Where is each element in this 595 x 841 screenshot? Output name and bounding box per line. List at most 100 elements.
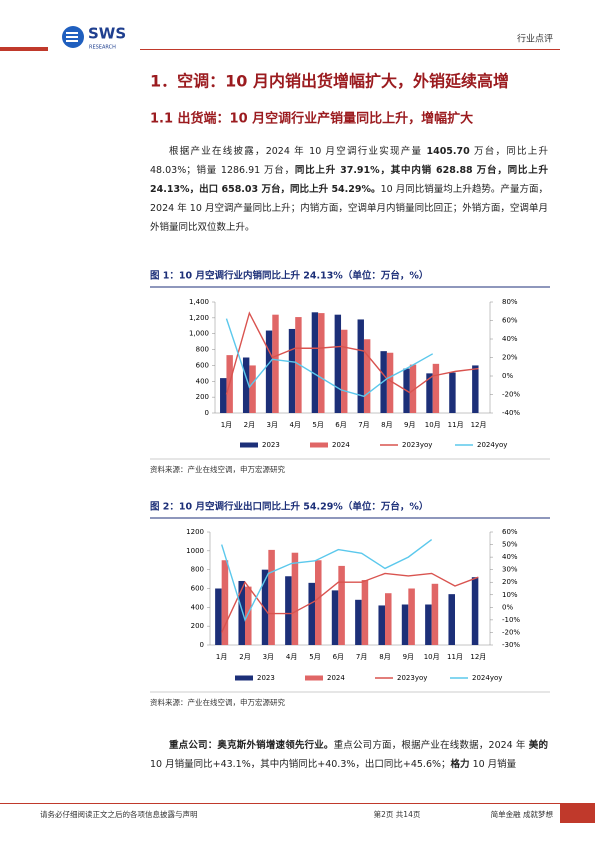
text-run: 10 月同比销量均上升趋势。产量方面，2024 年 10 月空调产量同比上升；内… (150, 184, 549, 233)
x-tick-label: 8月 (379, 653, 390, 661)
bar (308, 582, 315, 645)
legend-label: 2023 (257, 674, 275, 682)
x-tick-label: 8月 (381, 421, 392, 429)
bar (331, 590, 339, 645)
text-run: 重点公司方面，根据产业在线数据，2024 年 (333, 740, 529, 751)
text-run: 10 月销量同比+43.1%，其中内销同比+40.3%，出口同比+45.6%； (150, 759, 451, 770)
bar (215, 588, 222, 645)
line (225, 318, 434, 398)
y-tick-label: 400 (196, 377, 209, 385)
x-tick-label: 12月 (470, 653, 486, 661)
text-run: 万台，同比上升 48.03%；销量 1286.91 万台， (150, 146, 548, 176)
y-tick-label: 200 (196, 393, 209, 401)
text-run: 10 月销量 (469, 759, 517, 770)
bar (357, 319, 364, 413)
y2-tick-label: -20% (502, 628, 520, 636)
bar (426, 373, 433, 413)
bar (238, 580, 245, 645)
bar (471, 577, 479, 645)
x-tick-label: 5月 (309, 653, 320, 661)
bar (425, 604, 432, 645)
y-tick-label: 600 (191, 585, 204, 593)
text-run: 根据产业在线披露，2024 年 10 月空调行业实现产量 (169, 146, 427, 157)
bar (268, 549, 275, 645)
line (221, 572, 479, 633)
text-run: 重点公司：奥克斯外销增速领先行业。 (169, 740, 334, 751)
legend-label: 2023 (262, 441, 280, 449)
figure-title: 图 1：10 月空调行业内销同比上升 24.13%（单位：万台，%） (150, 270, 428, 282)
bar (334, 314, 342, 413)
legend-label: 2024yoy (472, 674, 502, 682)
x-tick-label: 4月 (286, 653, 297, 661)
x-tick-label: 6月 (335, 421, 346, 429)
text-run: 格力 (450, 759, 470, 770)
bar (385, 593, 392, 645)
x-tick-label: 4月 (289, 421, 300, 429)
paragraph: 重点公司：奥克斯外销增速领先行业。重点公司方面，根据产业在线数据，2024 年 … (150, 736, 548, 774)
x-tick-label: 9月 (404, 421, 415, 429)
heading-2: 1.1 出货端：10 月空调行业产销量同比上升，增幅扩大 (150, 111, 473, 127)
footer-slogan: 简单金融 成就梦想 (491, 809, 554, 819)
figure-source: 资料来源：产业在线空调，申万宏源研究 (150, 697, 285, 707)
y2-tick-label: -10% (502, 616, 520, 624)
y-tick-label: 800 (191, 566, 204, 574)
bar (386, 352, 394, 413)
legend-swatch (305, 675, 323, 681)
logo-icon-lines (66, 32, 78, 42)
x-tick-label: 11月 (447, 653, 463, 661)
text-run: 同比上升 37.91%，其中内销 628.88 万台，同比上升 24.13%，出… (150, 165, 548, 195)
bar (472, 365, 479, 413)
y-tick-label: 1,000 (189, 330, 209, 338)
bar (245, 586, 252, 645)
bar (288, 328, 296, 413)
figure-title: 图 2：10 月空调行业出口同比上升 54.29%（单位：万台，%） (150, 501, 428, 513)
y2-tick-label: 40% (502, 553, 518, 561)
paragraph: 根据产业在线披露，2024 年 10 月空调行业实现产量 1405.70 万台，… (150, 142, 548, 237)
y-tick-label: 1,400 (189, 298, 209, 306)
bar (409, 364, 417, 413)
figure-source: 资料来源：产业在线空调，申万宏源研究 (150, 464, 285, 474)
x-tick-label: 6月 (333, 653, 344, 661)
bar (318, 313, 325, 413)
y2-tick-label: 40% (502, 335, 518, 343)
x-tick-label: 11月 (448, 421, 464, 429)
bar (285, 576, 292, 645)
y2-tick-label: 60% (502, 528, 518, 536)
y-tick-label: 0 (205, 409, 209, 417)
y-tick-label: 1200 (186, 528, 204, 536)
bar (361, 580, 369, 645)
bar (311, 312, 319, 413)
x-tick-label: 7月 (356, 653, 367, 661)
x-tick-label: 10月 (424, 653, 440, 661)
x-tick-label: 10月 (425, 421, 441, 429)
legend-swatch (235, 675, 253, 681)
bar (431, 583, 439, 645)
bar (378, 605, 385, 645)
y-tick-label: 600 (196, 361, 209, 369)
x-tick-label: 1月 (221, 421, 232, 429)
y2-tick-label: 10% (502, 591, 518, 599)
legend-label: 2023yoy (402, 441, 432, 449)
y-tick-label: 1,200 (189, 314, 209, 322)
footer-disclaimer: 请务必仔细阅读正文之后的各项信息披露与声明 (40, 809, 198, 819)
bar (401, 604, 409, 645)
bar (272, 314, 279, 413)
legend-swatch (310, 442, 328, 448)
bar (242, 357, 250, 413)
bar (291, 552, 299, 645)
footer-page: 第2页 共14页 (374, 809, 421, 819)
bar (261, 569, 269, 645)
logo-text: SWS (88, 25, 126, 43)
y2-tick-label: 20% (502, 578, 518, 586)
y2-tick-label: 0% (502, 603, 513, 611)
y2-tick-label: 80% (502, 298, 518, 306)
y2-tick-label: 50% (502, 541, 518, 549)
bar (265, 330, 273, 413)
y-tick-label: 400 (191, 603, 204, 611)
footer-rule (0, 803, 595, 804)
y-tick-label: 200 (191, 622, 204, 630)
header-tag: 行业点评 (517, 33, 553, 45)
bar (408, 588, 415, 645)
bar (221, 560, 229, 645)
